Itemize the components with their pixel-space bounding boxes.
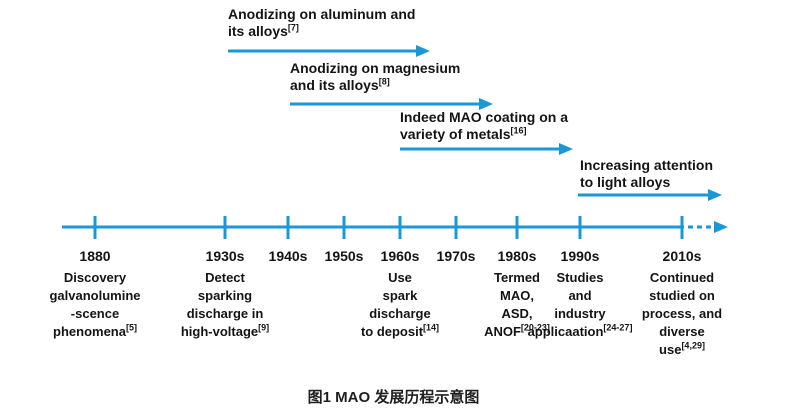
event-description-text: Continued studied on process, and divers…: [641, 270, 723, 357]
event-1880: 1880 Discovery galvanolumine -scence phe…: [30, 248, 160, 341]
reference-superscript: [7]: [287, 22, 299, 33]
event-year: 1940s: [268, 248, 308, 264]
reference-superscript: [5]: [125, 322, 137, 333]
event-year: 1990s: [560, 248, 600, 264]
arrow-label-anodizing-magnesium: Anodizing on magnesium and its alloys[8]: [290, 60, 460, 94]
event-description-text: Termed MAO, ASD, ANOF: [484, 270, 540, 339]
event-description: Continued studied on process, and divers…: [617, 269, 747, 359]
event-1990s: 1990s Studies and industry applicaation[…: [515, 248, 645, 341]
event-year: 1930s: [205, 248, 245, 264]
reference-superscript: [14]: [423, 322, 440, 333]
event-description-text: Discovery galvanolumine -scence phenomen…: [49, 270, 141, 339]
event-description: Use spark discharge to deposit[14]: [335, 269, 465, 341]
event-1930s: 1930s Detect sparking discharge in high-…: [160, 248, 290, 341]
event-1940s: 1940s: [223, 248, 353, 269]
reference-superscript: [24-27]: [603, 322, 633, 333]
arrow-label-mao-coating: Indeed MAO coating on a variety of metal…: [400, 109, 568, 143]
reference-superscript: [9]: [258, 322, 270, 333]
event-description: Detect sparking discharge in high-voltag…: [160, 269, 290, 341]
event-description-text: Detect sparking discharge in high-voltag…: [180, 270, 264, 339]
arrow-label-text: Anodizing on magnesium and its alloys: [290, 60, 461, 93]
event-year: 2010s: [662, 248, 702, 264]
event-1980s: 1980s Termed MAO, ASD, ANOF[20-23]: [452, 248, 582, 341]
arrow-label-text: Increasing attention to light alloys: [580, 157, 714, 190]
arrow-label-anodizing-aluminum: Anodizing on aluminum and its alloys[7]: [228, 6, 415, 40]
event-description-text: Use spark discharge to deposit: [360, 270, 431, 339]
event-description: Discovery galvanolumine -scence phenomen…: [30, 269, 160, 341]
figure-caption: 图1 MAO 发展历程示意图: [307, 389, 480, 406]
event-year: 1960s: [380, 248, 420, 264]
event-1970s: 1970s: [391, 248, 521, 269]
event-year: 1970s: [436, 248, 476, 264]
reference-superscript: [8]: [378, 76, 390, 87]
event-1950s: 1950s: [279, 248, 409, 269]
event-year: 1880: [79, 248, 111, 264]
event-year: 1950s: [324, 248, 364, 264]
reference-superscript: [20-23]: [520, 322, 550, 333]
event-description-text: Studies and industry applicaation: [527, 270, 606, 339]
event-description: Termed MAO, ASD, ANOF[20-23]: [452, 269, 582, 341]
reference-superscript: [16]: [510, 125, 527, 136]
event-2010s: 2010s Continued studied on process, and …: [617, 248, 747, 359]
arrow-label-light-alloys: Increasing attention to light alloys: [580, 157, 713, 191]
event-year: 1980s: [497, 248, 537, 264]
reference-superscript: [4,29]: [681, 340, 705, 351]
event-description: Studies and industry applicaation[24-27]: [515, 269, 645, 341]
arrow-label-text: Anodizing on aluminum and its alloys: [228, 6, 416, 39]
event-1960s: 1960s Use spark discharge to deposit[14]: [335, 248, 465, 341]
arrow-label-text: Indeed MAO coating on a variety of metal…: [400, 109, 569, 142]
